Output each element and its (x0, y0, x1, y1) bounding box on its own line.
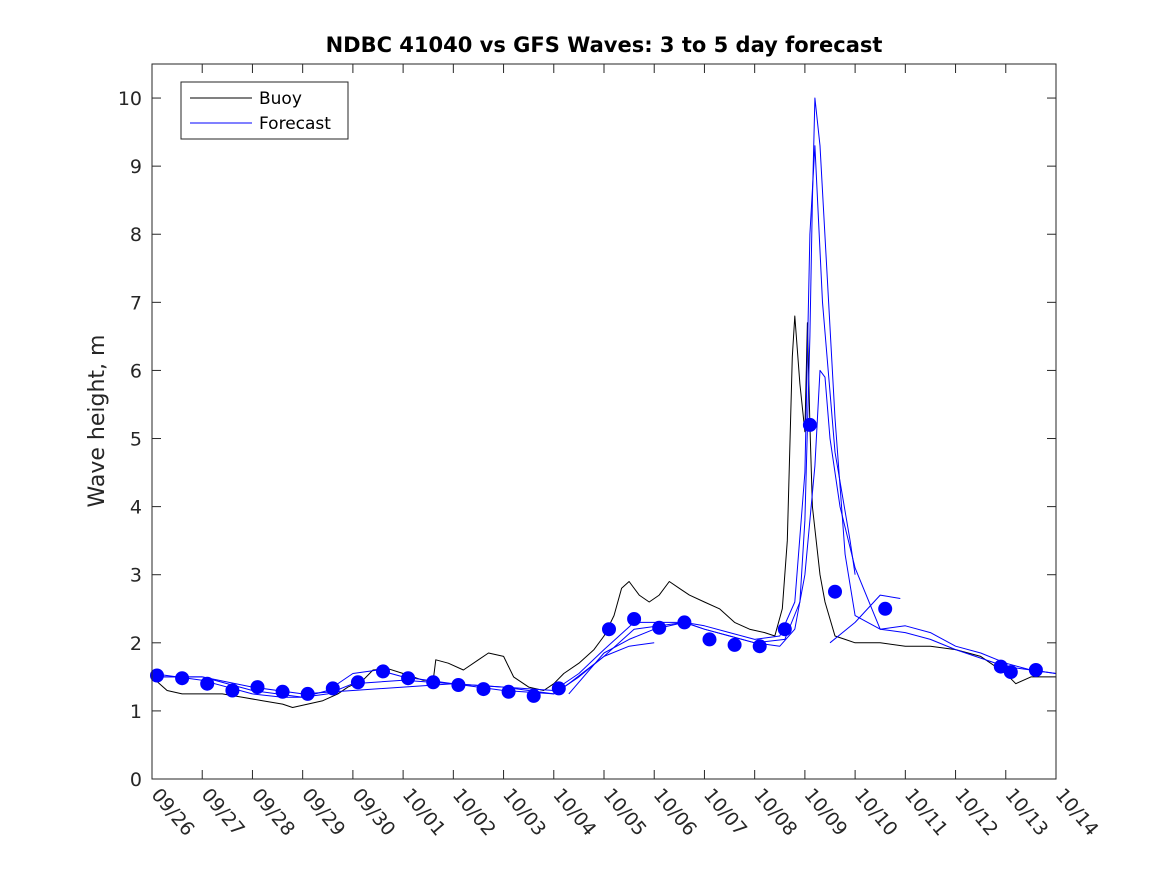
forecast-marker (1003, 665, 1018, 680)
forecast-marker (652, 620, 667, 635)
y-axis-label: Wave height, m (85, 335, 110, 508)
forecast-series-line-5 (829, 594, 901, 644)
legend-buoy-label: Buoy (259, 89, 302, 109)
forecast-marker (451, 678, 466, 692)
forecast-marker (300, 686, 315, 701)
forecast-marker (1028, 663, 1043, 677)
legend-box (180, 81, 349, 140)
forecast-marker (627, 612, 642, 626)
forecast-marker (501, 684, 516, 699)
forecast-marker (275, 684, 290, 699)
forecast-marker (802, 417, 817, 432)
forecast-marker (250, 680, 265, 695)
forecast-marker (150, 668, 164, 683)
forecast-marker (175, 671, 190, 686)
y-tick-label: 9 (130, 156, 142, 178)
forecast-marker (325, 681, 340, 696)
y-tick-label: 4 (130, 497, 142, 519)
forecast-marker (225, 683, 240, 698)
y-tick-label: 5 (130, 429, 142, 451)
legend-forecast-label: Forecast (259, 114, 331, 134)
forecast-marker (476, 682, 491, 697)
forecast-marker (727, 637, 742, 652)
marker-layer (150, 417, 1043, 703)
forecast-marker (376, 664, 390, 679)
forecast-marker (702, 632, 717, 647)
y-tick-label: 1 (130, 701, 142, 723)
buoy-series-line (151, 315, 1056, 708)
forecast-marker (752, 639, 767, 654)
forecast-marker (350, 675, 365, 690)
forecast-marker (828, 584, 842, 599)
chart-title: NDBC 41040 vs GFS Waves: 3 to 5 day fore… (326, 33, 883, 57)
forecast-marker (401, 671, 416, 686)
plot-area (152, 64, 1056, 779)
y-tick-label: 8 (130, 224, 142, 246)
legend: Buoy Forecast (180, 81, 349, 140)
forecast-marker (426, 675, 441, 690)
y-tick-label: 7 (130, 292, 142, 314)
forecast-marker (677, 615, 692, 630)
forecast-marker (551, 681, 566, 696)
y-tick-label: 2 (130, 633, 142, 655)
forecast-series-line-3 (152, 97, 1057, 698)
forecast-marker (878, 601, 893, 616)
y-tick-label: 6 (130, 360, 142, 382)
forecast-marker (200, 676, 215, 691)
forecast-marker (526, 688, 541, 703)
y-tick-label: 10 (118, 88, 142, 110)
y-tick-label: 0 (130, 769, 142, 791)
forecast-marker (777, 622, 792, 637)
forecast-marker (602, 622, 616, 637)
y-tick-label: 3 (130, 565, 142, 587)
